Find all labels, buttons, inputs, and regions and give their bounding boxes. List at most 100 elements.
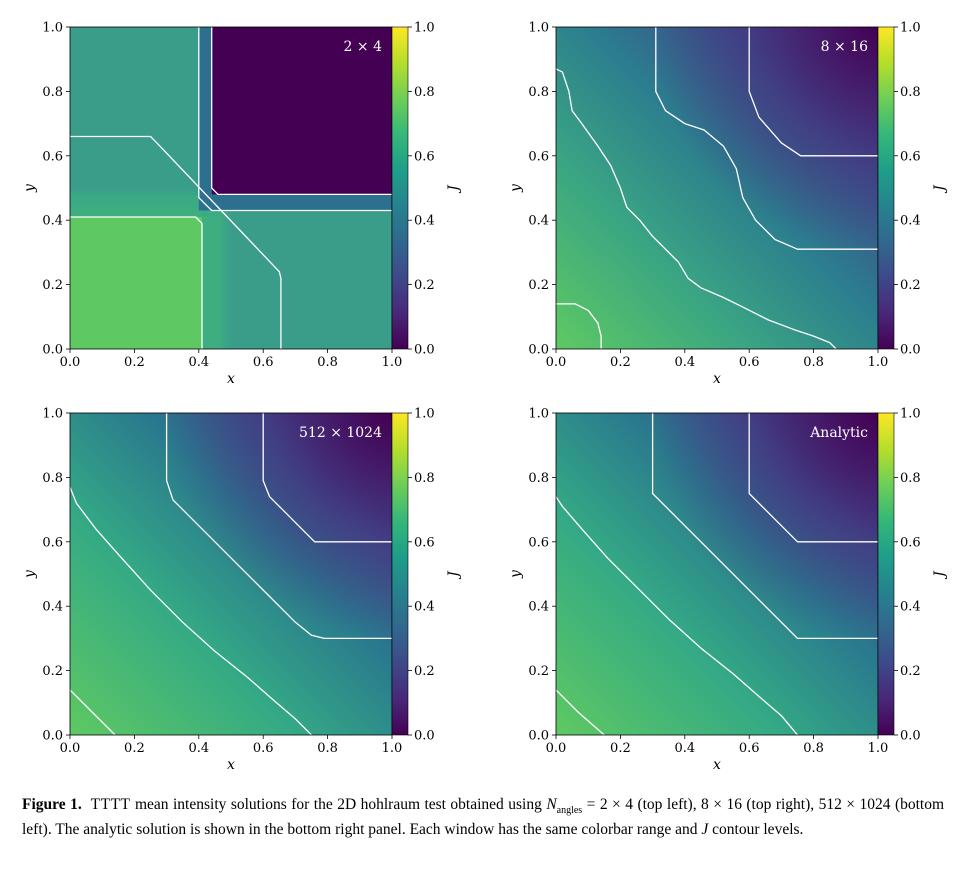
heatmap-region-high bbox=[211, 27, 392, 195]
contour-line bbox=[211, 27, 392, 196]
x-axis-label: x bbox=[227, 371, 235, 387]
x-axis-label: x bbox=[713, 371, 721, 387]
colorbar-tick-label: 0.0 bbox=[414, 343, 435, 358]
x-tick-label: 1.0 bbox=[868, 355, 889, 370]
contour-line bbox=[165, 413, 392, 640]
heatmap-edge bbox=[198, 27, 212, 211]
y-axis-label: y bbox=[508, 569, 524, 579]
colorbar-tick-label: 0.4 bbox=[900, 214, 921, 229]
colorbar-tick-label: 0.2 bbox=[414, 278, 435, 293]
x-tick-label: 0.6 bbox=[739, 355, 760, 370]
x-tick-label: 0.6 bbox=[739, 741, 760, 756]
x-tick-label: 0.4 bbox=[674, 355, 695, 370]
colorbar-tick-label: 0.6 bbox=[414, 535, 435, 550]
y-tick-label: 0.4 bbox=[528, 600, 549, 615]
panel-4: Analytic 0.0 0.2 0.4 0.6 0.8 1.0 0.0 0.2 0.4 0.6 0.… bbox=[508, 407, 948, 771]
y-tick-label: 0.8 bbox=[528, 85, 549, 100]
y-tick-label: 0.6 bbox=[42, 149, 63, 164]
panel-3: 512 × 1024 0.0 0.2 0.4 0.6 0.8 1.0 0.0 0.2 0.4 0.6… bbox=[22, 407, 462, 771]
y-tick-label: 0.4 bbox=[528, 214, 549, 229]
heatmap-field bbox=[70, 413, 392, 735]
heatmap-field bbox=[556, 27, 878, 349]
x-tick-label: 1.0 bbox=[382, 355, 403, 370]
colorbar-tick-label: 1.0 bbox=[900, 21, 921, 36]
heatmap-fade bbox=[202, 197, 231, 349]
colorbar-tick-label: 0.8 bbox=[900, 471, 921, 486]
colorbar-tick-label: 0.2 bbox=[900, 278, 921, 293]
x-tick-label: 0.0 bbox=[546, 741, 567, 756]
x-tick-label: 0.8 bbox=[317, 355, 338, 370]
contour-line bbox=[556, 68, 837, 349]
y-tick-label: 0.0 bbox=[528, 343, 549, 358]
panel-label: 512 × 1024 bbox=[299, 425, 382, 441]
colorbar-tick-label: 1.0 bbox=[414, 21, 435, 36]
colorbar-tick-label: 0.6 bbox=[900, 535, 921, 550]
colorbar-tick-label: 1.0 bbox=[900, 407, 921, 422]
x-tick-label: 0.0 bbox=[546, 355, 567, 370]
contour-line bbox=[70, 216, 203, 349]
y-tick-label: 0.0 bbox=[42, 343, 63, 358]
y-tick-label: 0.2 bbox=[528, 664, 549, 679]
x-tick-label: 1.0 bbox=[382, 741, 403, 756]
heatmap-field bbox=[556, 413, 878, 735]
y-tick-label: 0.2 bbox=[42, 664, 63, 679]
contour-line bbox=[70, 486, 312, 735]
caption-text-1: mean intensity solutions for the 2D hohl… bbox=[130, 796, 547, 813]
contour-line bbox=[70, 135, 282, 349]
colorbar bbox=[391, 26, 409, 350]
contour-line bbox=[70, 689, 116, 735]
panel-label: 2 × 4 bbox=[344, 39, 383, 55]
colorbar-tick-label: 0.4 bbox=[900, 600, 921, 615]
x-tick-label: 0.2 bbox=[610, 741, 631, 756]
contour-line bbox=[198, 27, 392, 212]
colorbar bbox=[877, 26, 895, 350]
y-tick-label: 0.4 bbox=[42, 600, 63, 615]
colorbar-tick-label: 0.6 bbox=[900, 149, 921, 164]
colorbar-tick-label: 1.0 bbox=[414, 407, 435, 422]
x-tick-label: 0.2 bbox=[610, 355, 631, 370]
colorbar-tick-label: 0.4 bbox=[414, 600, 435, 615]
contour-line bbox=[748, 27, 878, 157]
y-axis-label: y bbox=[22, 183, 38, 193]
panel-label: Analytic bbox=[809, 425, 868, 441]
x-tick-label: 0.4 bbox=[188, 355, 209, 370]
x-tick-label: 0.2 bbox=[124, 741, 145, 756]
x-tick-label: 0.4 bbox=[188, 741, 209, 756]
colorbar-label: J bbox=[932, 184, 948, 194]
x-axis-label: x bbox=[713, 757, 721, 770]
x-tick-label: 1.0 bbox=[868, 741, 889, 756]
y-axis-label: y bbox=[22, 569, 38, 579]
panel-2: 8 × 16 0.0 0.2 0.4 0.6 0.8 1.0 0.0 0.2 0.4 0.6 0.8 1… bbox=[508, 21, 948, 388]
y-tick-label: 0.0 bbox=[42, 729, 63, 744]
x-tick-label: 0.6 bbox=[253, 355, 274, 370]
colorbar-tick-label: 0.0 bbox=[900, 343, 921, 358]
caption-text-2: = 2 × 4 (top left), 8 × 16 (top right), … bbox=[22, 796, 945, 839]
x-axis-label: x bbox=[227, 757, 235, 770]
colorbar-label: J bbox=[446, 184, 462, 194]
y-tick-label: 1.0 bbox=[528, 21, 549, 36]
contour-line bbox=[651, 413, 878, 640]
j-symbol: J bbox=[701, 821, 709, 839]
heatmap-corner bbox=[70, 413, 392, 735]
figure-caption: Figure 1. TTTT mean intensity solutions … bbox=[22, 795, 944, 839]
x-tick-label: 0.0 bbox=[60, 741, 81, 756]
x-tick-label: 0.8 bbox=[317, 741, 338, 756]
contour-line bbox=[556, 689, 605, 735]
y-tick-label: 0.6 bbox=[42, 535, 63, 550]
method-name: TTTT bbox=[90, 796, 131, 813]
panel-1: 2 × 4 0.0 0.2 0.4 0.6 0.8 1.0 0.0 0.2 0.4 0.6 0.8 1.… bbox=[22, 21, 462, 388]
contour-line bbox=[262, 413, 392, 543]
figure-label: Figure 1. bbox=[22, 796, 82, 813]
colorbar-tick-label: 0.4 bbox=[414, 214, 435, 229]
colorbar-tick-label: 0.2 bbox=[900, 664, 921, 679]
y-tick-label: 1.0 bbox=[42, 407, 63, 422]
x-tick-label: 0.6 bbox=[253, 741, 274, 756]
panel-label: 8 × 16 bbox=[821, 39, 868, 55]
colorbar-tick-label: 0.0 bbox=[900, 729, 921, 744]
x-tick-label: 0.2 bbox=[124, 355, 145, 370]
heatmap-fade bbox=[70, 188, 222, 217]
colorbar-tick-label: 0.6 bbox=[414, 149, 435, 164]
colorbar-tick-label: 0.8 bbox=[414, 471, 435, 486]
heatmap-corner bbox=[556, 413, 878, 735]
heatmap-field bbox=[70, 27, 392, 349]
